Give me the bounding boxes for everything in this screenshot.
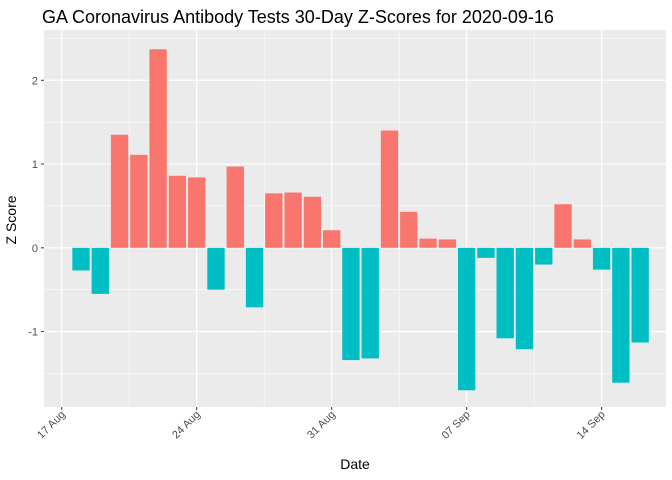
x-tick-label: 17 Aug (35, 409, 68, 442)
bar (515, 247, 534, 350)
chart-title: GA Coronavirus Antibody Tests 30-Day Z-S… (42, 7, 554, 27)
bar (400, 211, 418, 248)
bar (284, 192, 302, 248)
bar (207, 247, 225, 290)
bar (573, 239, 591, 248)
y-tick-label: 2 (32, 75, 38, 87)
bar (535, 247, 553, 265)
bar (149, 49, 167, 248)
x-axis: 17 Aug 24 Aug 31 Aug 07 Sep 14 Sep (35, 407, 608, 442)
bar (226, 166, 244, 248)
y-axis-label: Z Score (3, 195, 19, 244)
bar (438, 239, 457, 248)
bar (130, 154, 148, 248)
bar (91, 247, 109, 294)
bars (72, 49, 649, 391)
bar (168, 175, 187, 248)
bar (496, 247, 514, 339)
x-tick-label: 24 Aug (170, 409, 203, 442)
x-tick-label: 14 Sep (575, 409, 608, 442)
bar (322, 230, 341, 248)
bar (631, 247, 649, 343)
bar (72, 247, 90, 271)
y-tick-label: 1 (32, 159, 38, 171)
bar (380, 130, 399, 248)
bar (457, 247, 476, 391)
bar (265, 193, 283, 248)
bar (245, 247, 264, 308)
bar (188, 177, 206, 248)
bar (592, 247, 611, 270)
x-tick-label: 31 Aug (305, 409, 338, 442)
bar (342, 247, 360, 361)
y-axis: -1 0 1 2 (28, 75, 44, 339)
y-tick-label: 0 (32, 243, 38, 255)
bar (477, 247, 495, 258)
bar (303, 196, 322, 248)
x-axis-label: Date (340, 456, 370, 472)
y-tick-label: -1 (28, 327, 38, 339)
bar (419, 238, 437, 248)
bar (361, 247, 379, 359)
x-tick-label: 07 Sep (440, 409, 473, 442)
bar (612, 247, 630, 383)
bar (554, 204, 572, 248)
bar (110, 134, 129, 248)
